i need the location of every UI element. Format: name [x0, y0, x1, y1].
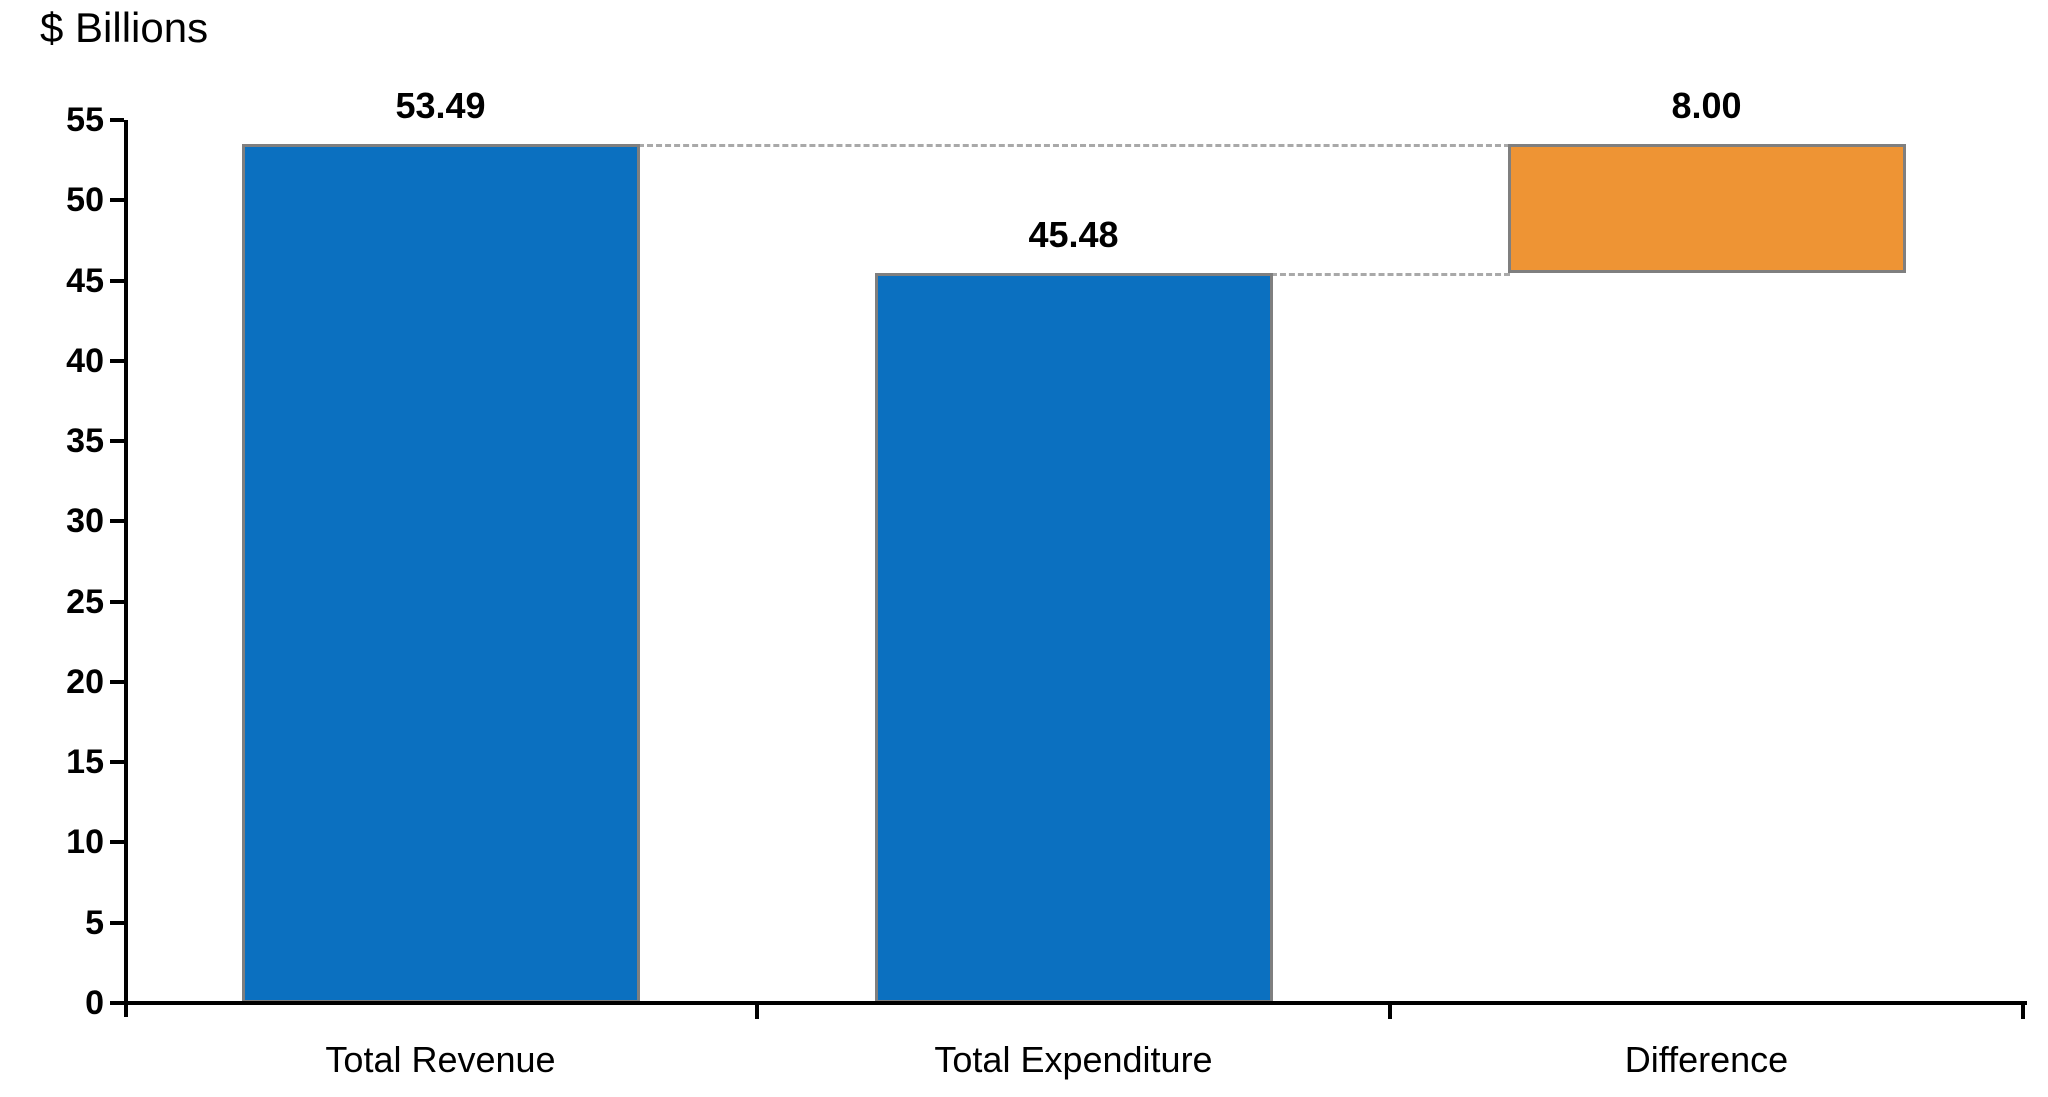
- y-axis-tick: [110, 920, 124, 925]
- y-axis-tick: [110, 760, 124, 765]
- y-axis-tick-label: 25: [66, 582, 104, 621]
- y-axis-tick-label: 55: [66, 101, 104, 139]
- y-axis-tick-label: 10: [66, 823, 104, 862]
- y-axis-tick: [110, 439, 124, 444]
- y-axis-tick-label: 40: [66, 341, 104, 380]
- y-axis-tick-label: 50: [66, 181, 104, 220]
- category-label: Total Revenue: [325, 1039, 556, 1080]
- x-axis-tick: [755, 1005, 759, 1019]
- y-axis-tick: [110, 118, 124, 122]
- y-axis-tick: [110, 358, 124, 363]
- y-axis-tick-label: 0: [85, 984, 104, 1022]
- bar-total-expenditure: [874, 272, 1273, 1003]
- y-axis-tick: [110, 198, 124, 203]
- y-axis-tick-label: 45: [66, 261, 104, 300]
- x-axis-line: [124, 1001, 2027, 1005]
- y-axis-tick-label: 30: [66, 502, 104, 541]
- y-axis-tick: [110, 679, 124, 684]
- y-axis-tick-label: 5: [85, 903, 104, 942]
- bar-value-label: 45.48: [1028, 213, 1119, 255]
- category-label: Difference: [1624, 1039, 1789, 1080]
- y-axis-tick-label: 20: [66, 662, 104, 701]
- y-axis-tick: [110, 278, 124, 283]
- bar-difference: [1507, 144, 1906, 273]
- y-axis-line: [124, 120, 128, 1017]
- bar-value-label: 53.49: [395, 85, 486, 127]
- connector-line: [1270, 272, 1510, 276]
- y-axis-tick: [110, 840, 124, 845]
- chart-title: $ Billions: [40, 4, 209, 51]
- y-axis-tick: [110, 599, 124, 604]
- y-axis-tick-label: 35: [66, 422, 104, 461]
- x-axis-tick: [1388, 1005, 1392, 1019]
- category-label: Total Expenditure: [934, 1039, 1213, 1080]
- y-axis-tick-label: 15: [66, 743, 104, 782]
- y-axis-tick: [110, 1001, 124, 1005]
- x-axis-tick: [2021, 1005, 2025, 1019]
- bar-total-revenue: [241, 144, 640, 1003]
- y-axis-tick: [110, 519, 124, 524]
- bar-value-label: 8.00: [1671, 85, 1742, 127]
- connector-line: [637, 144, 1510, 148]
